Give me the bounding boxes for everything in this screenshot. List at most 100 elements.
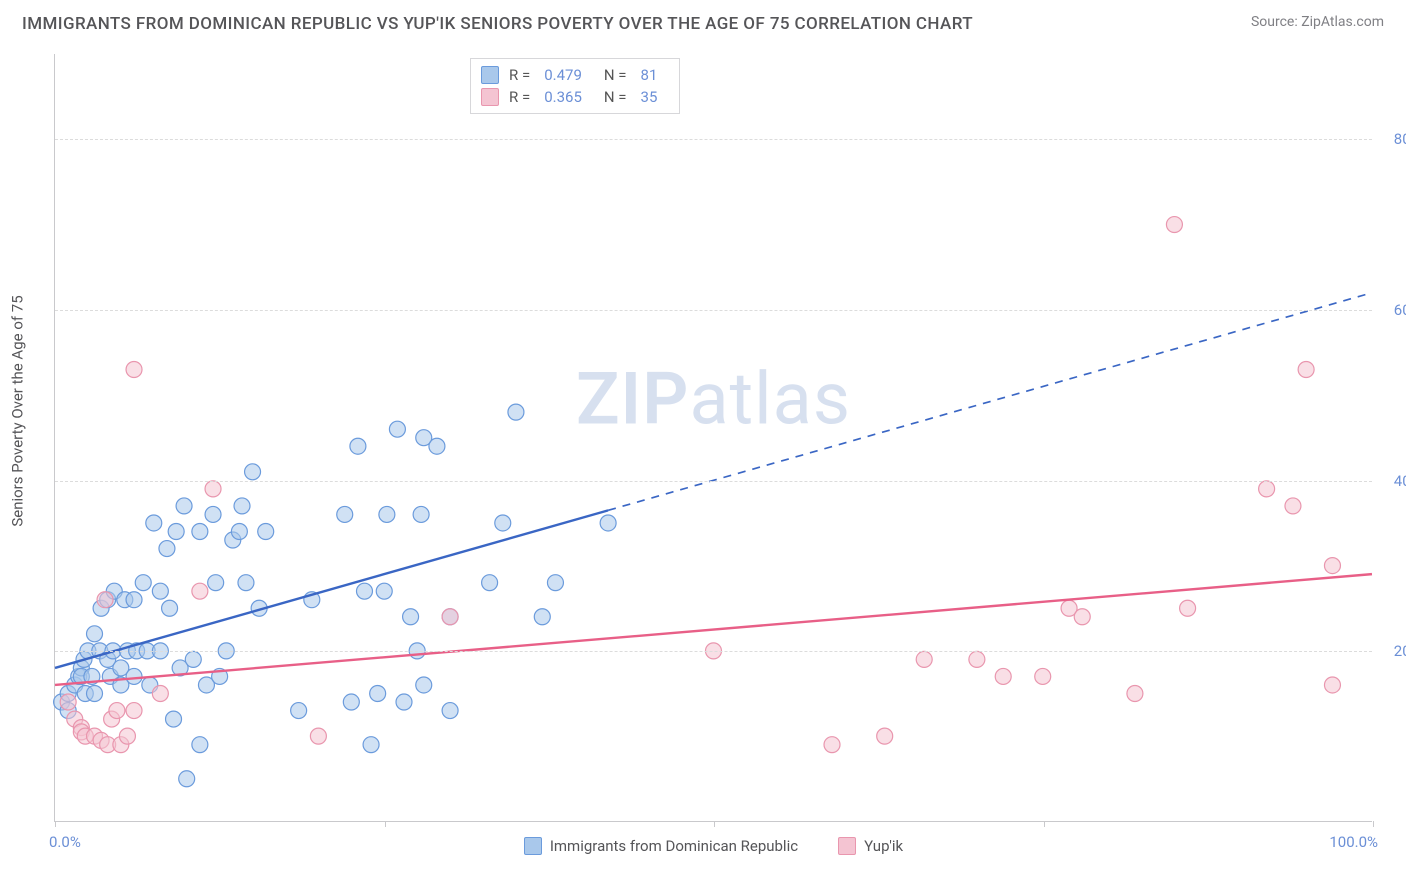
gridline <box>55 651 1372 652</box>
data-point <box>159 541 175 557</box>
data-point <box>205 481 221 497</box>
data-point <box>442 609 458 625</box>
data-point <box>413 506 429 522</box>
data-point <box>192 737 208 753</box>
scatter-svg <box>55 54 1372 821</box>
legend-n-label: N = <box>604 88 627 106</box>
x-tick <box>1044 821 1045 827</box>
gridline <box>55 481 1372 482</box>
data-point <box>179 771 195 787</box>
data-point <box>389 421 405 437</box>
gridline <box>55 310 1372 311</box>
data-point <box>146 515 162 531</box>
data-point <box>1324 558 1340 574</box>
data-point <box>343 694 359 710</box>
source-label: Source: <box>1251 14 1298 30</box>
data-point <box>126 361 142 377</box>
plot-area: ZIPatlas R =0.479N =81R =0.365N =35 Immi… <box>54 54 1372 822</box>
data-point <box>376 583 392 599</box>
data-point <box>152 686 168 702</box>
data-point <box>508 404 524 420</box>
data-point <box>126 668 142 684</box>
legend-top-row: R = 0.479 N = 81 <box>481 64 669 86</box>
data-point <box>245 464 261 480</box>
legend-bottom: Immigrants from Dominican Republic Yup'ik <box>55 837 1372 855</box>
data-point <box>97 592 113 608</box>
legend-swatch <box>524 837 542 855</box>
data-point <box>877 728 893 744</box>
trend-line-solid <box>55 574 1372 685</box>
y-tick-label: 60.0% <box>1378 301 1406 319</box>
legend-r-label: R = <box>509 66 530 84</box>
data-point <box>87 686 103 702</box>
data-point <box>231 524 247 540</box>
header-bar: IMMIGRANTS FROM DOMINICAN REPUBLIC VS YU… <box>0 0 1406 34</box>
data-point <box>396 694 412 710</box>
data-point <box>185 651 201 667</box>
legend-n-value: 81 <box>641 66 658 84</box>
x-tick <box>714 821 715 827</box>
data-point <box>547 575 563 591</box>
gridline <box>55 139 1372 140</box>
legend-series-label: Yup'ik <box>864 837 903 855</box>
data-point <box>152 583 168 599</box>
source-attribution: Source: ZipAtlas.com <box>1251 14 1384 30</box>
x-tick-label: 0.0% <box>49 833 81 851</box>
data-point <box>234 498 250 514</box>
data-point <box>337 506 353 522</box>
data-point <box>109 703 125 719</box>
legend-swatch <box>838 837 856 855</box>
data-point <box>208 575 224 591</box>
data-point <box>1259 481 1275 497</box>
data-point <box>168 524 184 540</box>
data-point <box>403 609 419 625</box>
data-point <box>416 677 432 693</box>
data-point <box>824 737 840 753</box>
legend-bottom-item: Yup'ik <box>838 837 903 855</box>
legend-n-value: 35 <box>641 88 658 106</box>
data-point <box>1298 361 1314 377</box>
data-point <box>126 592 142 608</box>
data-point <box>916 651 932 667</box>
data-point <box>350 438 366 454</box>
legend-r-value: 0.479 <box>544 66 582 84</box>
data-point <box>126 703 142 719</box>
data-point <box>429 438 445 454</box>
legend-n-label: N = <box>604 66 627 84</box>
legend-bottom-item: Immigrants from Dominican Republic <box>524 837 798 855</box>
y-tick-label: 80.0% <box>1378 130 1406 148</box>
trend-line-dashed <box>608 293 1372 511</box>
legend-r-label: R = <box>509 88 530 106</box>
data-point <box>119 728 135 744</box>
data-point <box>1127 686 1143 702</box>
data-point <box>205 506 221 522</box>
data-point <box>87 626 103 642</box>
x-tick <box>1373 821 1374 827</box>
x-tick <box>55 821 56 827</box>
data-point <box>356 583 372 599</box>
data-point <box>363 737 379 753</box>
source-name: ZipAtlas.com <box>1301 14 1384 30</box>
data-point <box>379 506 395 522</box>
data-point <box>258 524 274 540</box>
data-point <box>1166 217 1182 233</box>
data-point <box>969 651 985 667</box>
data-point <box>1035 668 1051 684</box>
data-point <box>995 668 1011 684</box>
legend-swatch <box>481 88 499 106</box>
y-axis-label: Seniors Poverty Over the Age of 75 <box>9 295 27 526</box>
chart-title: IMMIGRANTS FROM DOMINICAN REPUBLIC VS YU… <box>22 14 973 34</box>
data-point <box>192 524 208 540</box>
data-point <box>135 575 151 591</box>
legend-top: R =0.479N =81R =0.365N =35 <box>470 58 680 114</box>
y-tick-label: 40.0% <box>1378 472 1406 490</box>
data-point <box>495 515 511 531</box>
data-point <box>1324 677 1340 693</box>
data-point <box>600 515 616 531</box>
data-point <box>482 575 498 591</box>
y-axis-label-container: Seniors Poverty Over the Age of 75 <box>8 0 28 822</box>
data-point <box>238 575 254 591</box>
x-tick <box>385 821 386 827</box>
data-point <box>310 728 326 744</box>
data-point <box>1074 609 1090 625</box>
